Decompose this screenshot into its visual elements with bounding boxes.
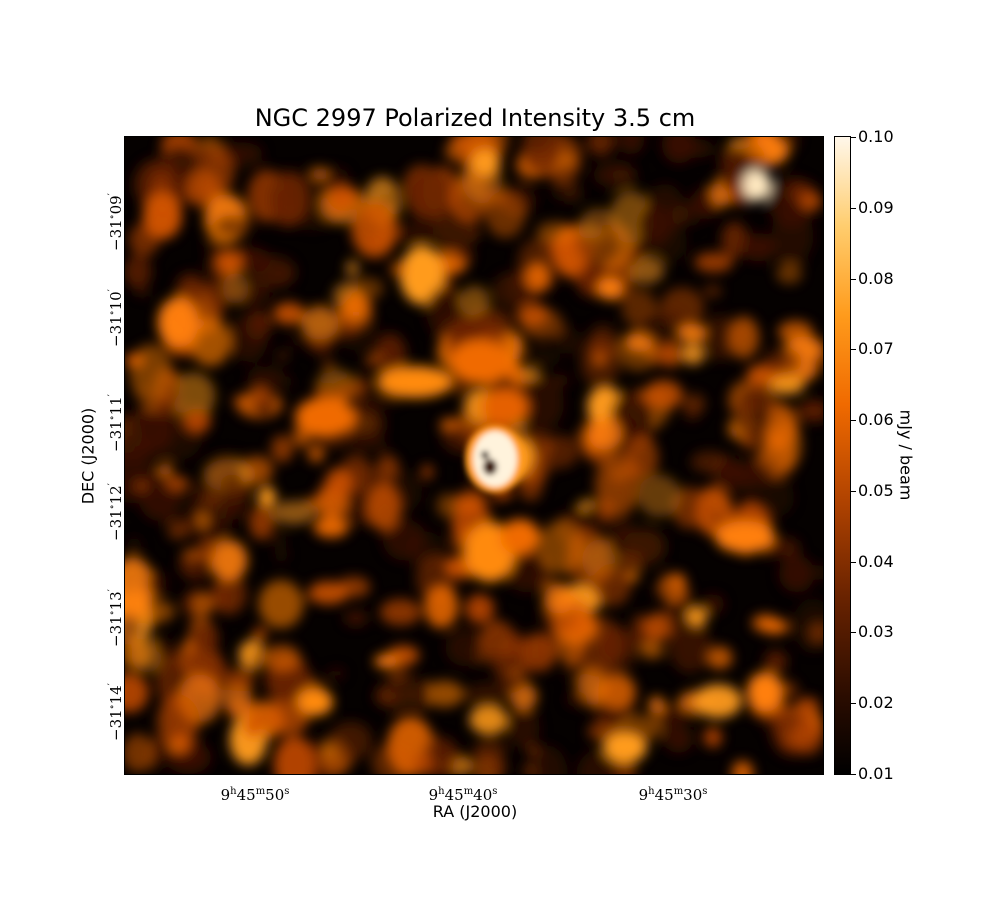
y-tick-label: −31∘12′ bbox=[107, 483, 125, 541]
y-tick-label: −31∘10′ bbox=[107, 289, 125, 347]
x-tick-label: 9h45m40s bbox=[428, 786, 498, 804]
colorbar-tick bbox=[851, 420, 856, 422]
y-axis-label: DEC (J2000) bbox=[78, 407, 98, 505]
colorbar-tick bbox=[851, 278, 856, 280]
colorbar-tick-label: 0.07 bbox=[858, 339, 894, 359]
colorbar-tick-label: 0.01 bbox=[858, 764, 894, 783]
polarized-intensity-map bbox=[124, 136, 824, 775]
colorbar-tick bbox=[851, 703, 856, 705]
x-tick-label: 9h45m50s bbox=[220, 786, 290, 804]
colorbar-tick-label: 0.05 bbox=[858, 480, 894, 500]
colorbar bbox=[834, 136, 851, 775]
colorbar-tick-label: 0.10 bbox=[858, 127, 894, 146]
colorbar-tick-label: 0.04 bbox=[858, 551, 894, 571]
intensity-image bbox=[125, 137, 823, 774]
colorbar-tick bbox=[851, 137, 856, 138]
colorbar-unit-label: mJy / beam bbox=[896, 409, 916, 501]
colorbar-tick bbox=[851, 561, 856, 563]
colorbar-tick-label: 0.02 bbox=[858, 693, 894, 713]
colorbar-tick-label: 0.09 bbox=[858, 197, 894, 217]
colorbar-tick-label: 0.08 bbox=[858, 268, 894, 288]
y-tick-label: −31∘09′ bbox=[107, 193, 125, 251]
colorbar-tick bbox=[851, 349, 856, 351]
colorbar-tick-label: 0.03 bbox=[858, 622, 894, 642]
colorbar-tick bbox=[851, 207, 856, 209]
colorbar-tick bbox=[851, 490, 856, 492]
figure-title: NGC 2997 Polarized Intensity 3.5 cm bbox=[254, 104, 696, 132]
x-axis-label: RA (J2000) bbox=[432, 802, 518, 821]
y-tick-label: −31∘13′ bbox=[107, 589, 125, 647]
y-tick-label: −31∘14′ bbox=[107, 683, 125, 741]
y-tick-label: −31∘11′ bbox=[107, 394, 125, 452]
x-tick-label: 9h45m30s bbox=[638, 786, 708, 804]
colorbar-tick-label: 0.06 bbox=[858, 410, 894, 430]
colorbar-tick bbox=[851, 774, 856, 775]
colorbar-tick bbox=[851, 632, 856, 634]
